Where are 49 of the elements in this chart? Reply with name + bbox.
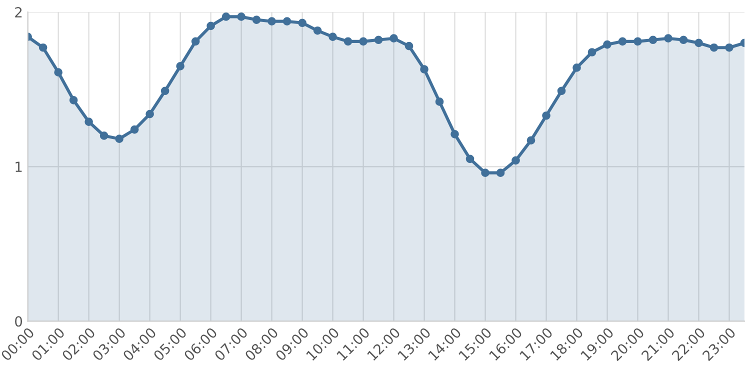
- point: [618, 37, 627, 46]
- point: [450, 130, 459, 138]
- point: [252, 16, 261, 24]
- point: [237, 12, 246, 21]
- point: [603, 40, 612, 49]
- point: [588, 48, 596, 56]
- point: [466, 154, 474, 164]
- point: [313, 26, 322, 35]
- point: [557, 86, 566, 96]
- point: [481, 168, 490, 177]
- point: [115, 134, 124, 143]
- point: [176, 62, 184, 70]
- point: [160, 86, 170, 96]
- y-tick-label: 0: [15, 316, 22, 327]
- point: [542, 111, 550, 120]
- point: [282, 17, 292, 26]
- point: [328, 32, 337, 41]
- point: [648, 36, 658, 44]
- point: [359, 37, 368, 46]
- point: [191, 37, 200, 46]
- point: [268, 17, 276, 26]
- point: [206, 22, 215, 30]
- point: [404, 42, 414, 50]
- point: [344, 37, 352, 46]
- point: [496, 168, 505, 177]
- point: [130, 125, 139, 134]
- point: [38, 43, 48, 52]
- point: [634, 37, 642, 46]
- point: [374, 36, 383, 44]
- point: [222, 12, 230, 21]
- point: [390, 34, 398, 43]
- point: [710, 43, 718, 52]
- point: [54, 68, 62, 77]
- point: [679, 36, 688, 44]
- y-tick-label: 2: [15, 7, 22, 18]
- point: [572, 64, 581, 72]
- point: [664, 34, 672, 43]
- point: [69, 96, 78, 104]
- point: [694, 38, 703, 48]
- point: [100, 132, 108, 140]
- point: [146, 110, 154, 118]
- point: [526, 136, 536, 145]
- y-tick-label: 1: [16, 162, 22, 172]
- point: [298, 18, 306, 28]
- point: [512, 156, 520, 165]
- point: [84, 118, 93, 126]
- point: [725, 43, 734, 52]
- point: [435, 98, 444, 106]
- point: [420, 65, 428, 74]
